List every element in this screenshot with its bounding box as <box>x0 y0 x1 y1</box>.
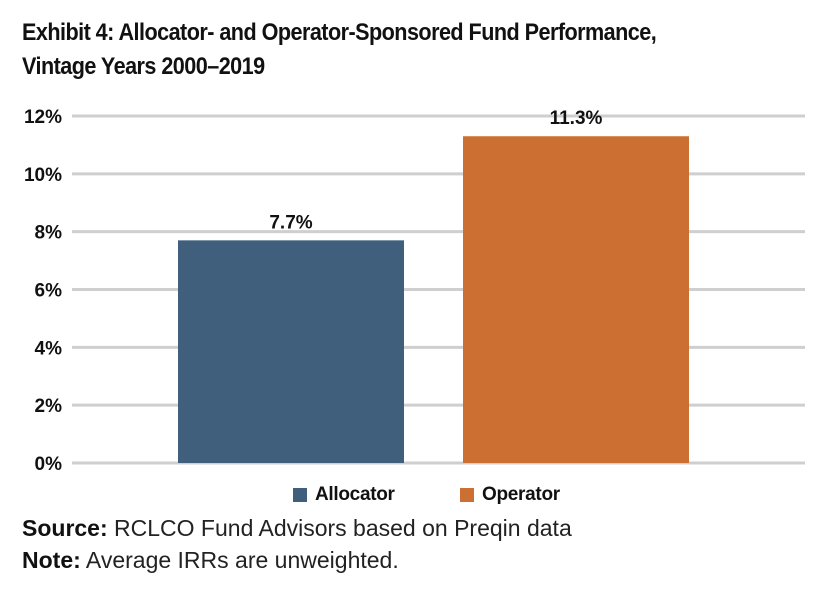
chart-title-line-2: Vintage Years 2000–2019 <box>22 53 265 80</box>
legend-swatch-operator <box>460 488 474 502</box>
legend-label-operator: Operator <box>482 484 560 505</box>
bar-allocator <box>178 240 404 463</box>
y-tick-label: 12% <box>24 107 62 128</box>
bar-chart: 0% 2% 4% 6% 8% 10% 12% 7.7% 11.3% <box>24 107 805 475</box>
data-label-operator: 11.3% <box>550 108 603 129</box>
y-tick-label: 2% <box>35 396 63 417</box>
note-label: Note: <box>22 547 81 573</box>
y-tick-label: 0% <box>35 454 63 475</box>
source-line: Source: RCLCO Fund Advisors based on Pre… <box>22 512 572 544</box>
bar-operator <box>463 136 689 463</box>
note-text: Average IRRs are unweighted. <box>85 547 399 573</box>
chart-title: Exhibit 4: Allocator- and Operator-Spons… <box>22 16 742 84</box>
note-line: Note: Average IRRs are unweighted. <box>22 544 572 576</box>
y-tick-label: 10% <box>24 165 62 186</box>
data-label-allocator: 7.7% <box>269 212 312 233</box>
y-tick-label: 8% <box>35 223 63 244</box>
y-tick-label: 6% <box>35 281 63 302</box>
legend-item-allocator: Allocator <box>293 484 395 506</box>
legend-item-operator: Operator <box>460 484 560 506</box>
chart-title-line-1: Exhibit 4: Allocator- and Operator-Spons… <box>22 19 657 46</box>
y-tick-label: 4% <box>35 338 63 359</box>
source-label: Source: <box>22 515 108 541</box>
chart-legend: Allocator Operator <box>0 484 835 508</box>
chart-notes: Source: RCLCO Fund Advisors based on Pre… <box>22 512 572 576</box>
legend-swatch-allocator <box>293 488 307 502</box>
legend-label-allocator: Allocator <box>315 484 395 505</box>
source-text: RCLCO Fund Advisors based on Preqin data <box>114 515 572 541</box>
